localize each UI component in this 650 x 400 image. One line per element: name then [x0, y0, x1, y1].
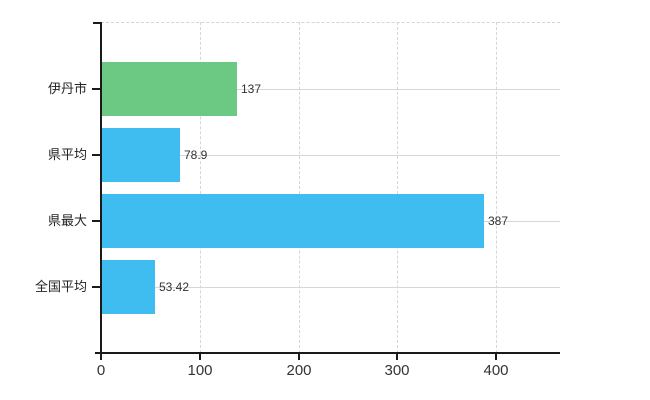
y-axis-tick — [92, 88, 101, 90]
category-label-全国平均: 全国平均 — [34, 279, 87, 294]
bar-県平均[interactable] — [102, 128, 180, 182]
y-axis-tick — [92, 220, 101, 222]
x-axis-tick — [100, 354, 102, 360]
plot-top-border — [101, 22, 560, 23]
x-tick-label: 100 — [187, 362, 213, 379]
gridline-vertical — [397, 22, 398, 353]
bar-伊丹市[interactable] — [102, 62, 237, 116]
y-axis-tick — [92, 286, 101, 288]
bar-全国平均[interactable] — [102, 260, 155, 314]
gridline-horizontal — [102, 89, 560, 90]
x-tick-label: 300 — [384, 362, 410, 379]
y-axis-line — [100, 22, 102, 354]
x-axis-line — [95, 352, 560, 354]
y-axis-tick — [92, 154, 101, 156]
category-label-県平均: 県平均 — [47, 147, 87, 162]
x-tick-label: 400 — [483, 362, 509, 379]
gridline-vertical — [200, 22, 201, 353]
category-label-県最大: 県最大 — [47, 213, 87, 228]
x-axis-tick — [199, 354, 201, 360]
bar-value-label: 137 — [241, 82, 262, 96]
bar-value-label: 387 — [488, 214, 509, 228]
gridline-vertical — [299, 22, 300, 353]
gridline-horizontal — [102, 155, 560, 156]
x-tick-label: 0 — [96, 362, 106, 379]
x-axis-tick — [298, 354, 300, 360]
bar-県最大[interactable] — [102, 194, 484, 248]
bar-value-label: 78.9 — [184, 148, 208, 162]
category-label-伊丹市: 伊丹市 — [47, 81, 87, 96]
x-tick-label: 200 — [286, 362, 312, 379]
bar-value-label: 53.42 — [159, 280, 190, 294]
gridline-horizontal — [102, 287, 560, 288]
gridline-vertical — [496, 22, 497, 353]
y-axis-top-cap — [93, 22, 101, 24]
x-axis-tick — [396, 354, 398, 360]
x-axis-tick — [495, 354, 497, 360]
